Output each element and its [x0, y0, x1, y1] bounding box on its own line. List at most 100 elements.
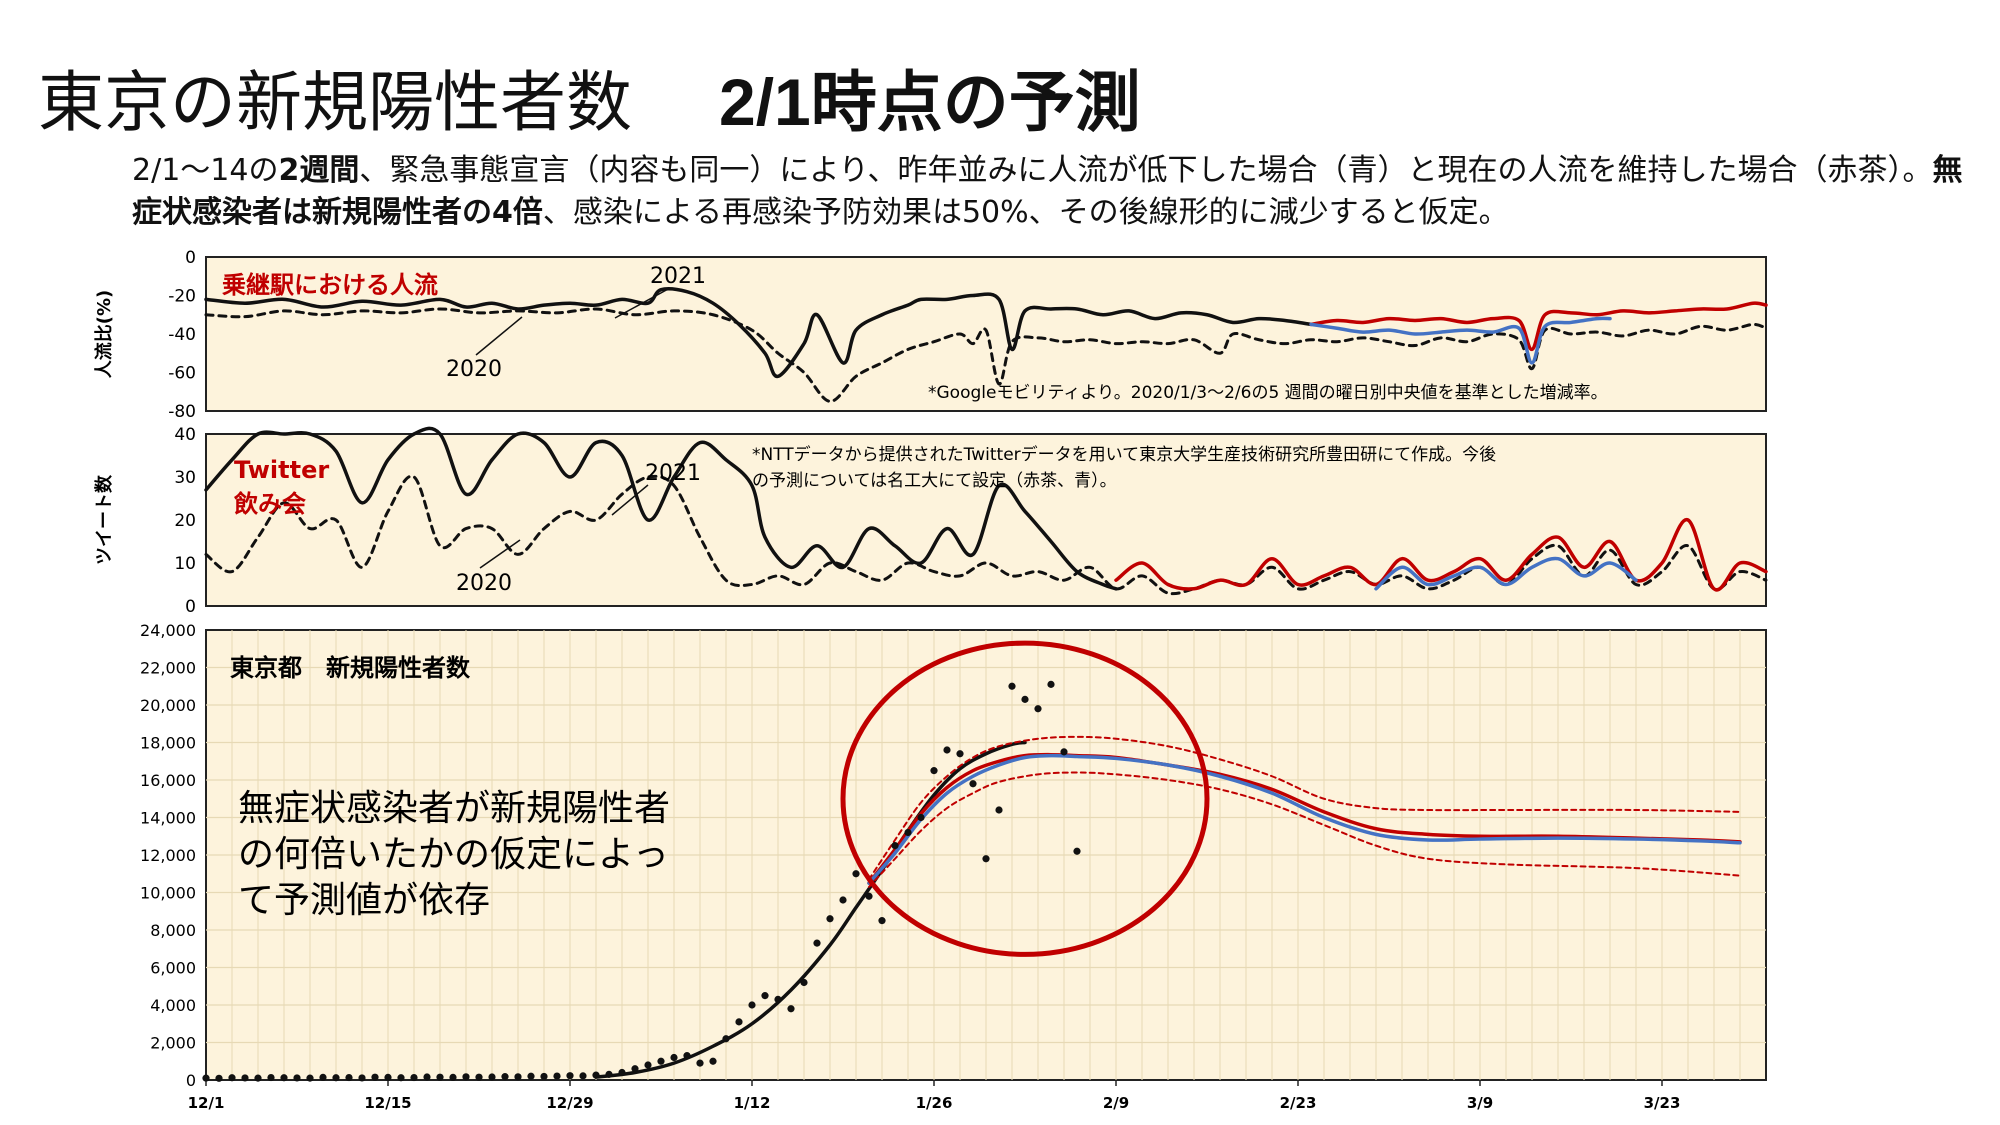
observed-point — [371, 1073, 379, 1081]
observed-point — [631, 1065, 639, 1073]
observed-point — [722, 1035, 730, 1043]
observed-point — [514, 1073, 522, 1081]
mobility-panel-label: 乗継駅における人流 — [222, 271, 438, 299]
y-tick-label: 12,000 — [140, 846, 196, 865]
series-line-red — [1309, 301, 1768, 352]
observed-point — [982, 855, 990, 863]
series-line-fit — [594, 740, 1027, 1079]
observed-point — [423, 1073, 431, 1081]
subtitle-part-1: 2/1～14の — [132, 153, 279, 188]
twitter-pointer-2021 — [611, 484, 649, 516]
observed-point — [566, 1072, 574, 1080]
observed-point — [488, 1073, 496, 1081]
observed-point — [852, 870, 860, 878]
series-line-upper — [868, 735, 1741, 881]
observed-point — [618, 1068, 626, 1077]
observed-point — [202, 1074, 210, 1082]
y-tick-label: 6,000 — [150, 959, 196, 978]
mobility-label-2021: 2021 — [650, 264, 706, 289]
y-tick-label: -40 — [168, 325, 196, 345]
series-line-blue — [1374, 556, 1638, 591]
y-tick-label: -60 — [168, 364, 196, 384]
x-tick-label: 2/9 — [1103, 1094, 1129, 1112]
series-line-blue — [867, 753, 1742, 885]
title-date: 2/1時点の予測 — [718, 65, 1141, 139]
mobility-y-ticks: 0 -20 -40 -60 -80 — [168, 248, 196, 422]
observed-point — [397, 1074, 405, 1082]
subtitle-part-5: 、感染による再感染予防効果は50%、その後線形的に減少すると仮定。 — [542, 195, 1509, 230]
y-tick-label: 0 — [185, 597, 196, 617]
observed-point — [1047, 680, 1055, 688]
observed-point — [384, 1073, 392, 1081]
observed-point — [579, 1072, 587, 1080]
observed-point — [800, 978, 808, 987]
y-tick-label: 40 — [174, 425, 196, 445]
twitter-lines — [204, 426, 1768, 596]
observed-point — [293, 1074, 301, 1082]
mobility-lines — [204, 287, 1768, 403]
x-tick-label: 2/23 — [1280, 1094, 1317, 1112]
observed-point — [969, 780, 977, 788]
cases-lines — [594, 735, 1742, 1079]
x-tick-label: 12/15 — [364, 1094, 411, 1112]
mobility-pointer-2020 — [475, 316, 523, 356]
y-tick-label: 18,000 — [140, 734, 196, 753]
subtitle-part-3: 、緊急事態宣言（内容も同一）により、昨年並みに人流が低下した場合（青）と現在の人… — [359, 153, 1933, 188]
observed-point — [254, 1074, 262, 1082]
observed-point — [696, 1059, 704, 1067]
observed-point — [1034, 705, 1042, 713]
x-tick-label: 1/12 — [734, 1094, 771, 1112]
observed-point — [735, 1018, 743, 1026]
mobility-footnote: *Googleモビリティより。2020/1/3～2/6の5 週間の曜日別中央値を… — [928, 383, 1608, 403]
observed-point — [774, 995, 782, 1003]
observed-point — [540, 1072, 548, 1081]
x-tick-label: 12/29 — [546, 1094, 593, 1112]
x-tick-label: 1/26 — [916, 1094, 953, 1112]
series-line-lower — [868, 771, 1741, 888]
twitter-ylabel: ツイート数 — [93, 474, 115, 565]
mobility-pointer-2021 — [614, 287, 671, 319]
twitter-pointer-2020 — [479, 539, 521, 569]
subtitle-part-2: 2週間 — [278, 153, 360, 188]
y-tick-label: 24,000 — [140, 621, 196, 640]
cases-panel: 24,000 22,000 20,000 18,000 16,000 14,000 12,0… — [140, 621, 1767, 1112]
observed-point — [826, 915, 834, 923]
series-line-2021 — [204, 287, 1313, 379]
y-tick-label: 0 — [186, 1071, 196, 1090]
twitter-label-2021: 2021 — [645, 461, 701, 486]
series-line-red — [1114, 518, 1768, 592]
y-tick-label: 4,000 — [150, 996, 196, 1015]
observed-point — [943, 746, 951, 754]
observed-point — [904, 828, 912, 837]
observed-point — [813, 939, 821, 947]
y-tick-label: 8,000 — [150, 921, 196, 940]
twitter-label-line-1: Twitter — [234, 456, 329, 484]
y-tick-label: 20,000 — [140, 696, 196, 715]
observed-point — [306, 1074, 314, 1082]
observed-point — [345, 1073, 353, 1082]
observed-point — [709, 1057, 717, 1065]
y-tick-label: 30 — [174, 468, 196, 488]
observed-point — [930, 767, 938, 775]
observed-point — [501, 1073, 509, 1081]
y-tick-label: -20 — [168, 287, 196, 307]
observed-point — [995, 806, 1003, 814]
title-main: 東京の新規陽性者数 — [38, 64, 632, 141]
series-line-2021 — [204, 426, 1118, 591]
highlight-ring — [840, 640, 1210, 957]
cases-observed-points — [202, 680, 1081, 1082]
observed-point — [358, 1074, 366, 1082]
observed-point — [319, 1073, 327, 1081]
observed-point — [475, 1073, 483, 1081]
y-tick-label: 2,000 — [150, 1034, 196, 1053]
cases-y-ticks: 24,000 22,000 20,000 18,000 16,000 14,000 12,0… — [140, 621, 196, 1090]
observed-point — [657, 1057, 665, 1065]
twitter-panel: 40 30 20 10 0 ツイート数 Twitter 飲み会 2021 2020 *N… — [93, 425, 1768, 617]
cases-panel-title: 東京都 新規陽性者数 — [230, 654, 471, 682]
subtitle-part-4: 無症状感染者は新規陽性者の4倍 — [132, 153, 1963, 230]
observed-point — [644, 1061, 652, 1069]
observed-point — [787, 1005, 795, 1013]
cases-annotation-line-2: の何倍いたかの仮定によっ — [238, 834, 669, 875]
observed-point — [1008, 682, 1016, 690]
